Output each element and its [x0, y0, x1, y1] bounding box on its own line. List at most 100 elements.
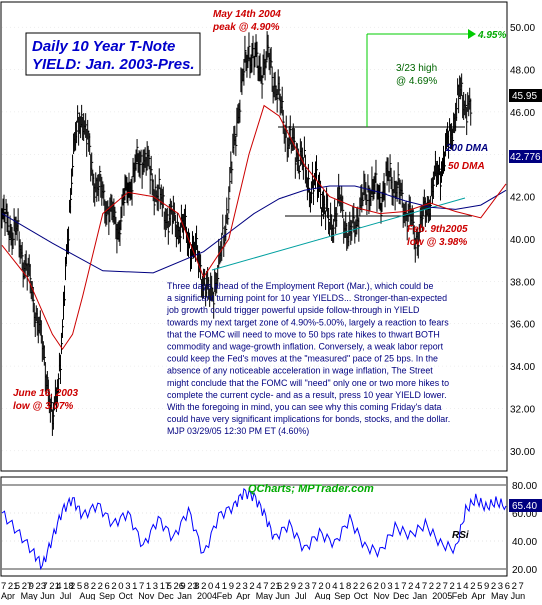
- x-day-label: 3: [243, 581, 248, 592]
- commentary-line: job growth could trigger powerful upside…: [166, 305, 419, 315]
- commentary-line: towards my next target zone of 4.90%-5.0…: [167, 317, 449, 327]
- x-month-label: Apr: [471, 591, 485, 600]
- x-day-label: 2: [70, 581, 75, 592]
- annotation-june-low-date: June 16, 2003: [13, 388, 78, 399]
- x-day-label: 7: [401, 581, 406, 592]
- x-day-label: 8: [346, 581, 351, 592]
- x-day-label: 2: [236, 581, 241, 592]
- x-month-label: Nov: [373, 591, 390, 600]
- x-day-label: 4: [463, 581, 468, 592]
- x-day-label: 6: [277, 581, 282, 592]
- x-day-label: 2: [408, 581, 413, 592]
- x-day-label: 7: [422, 581, 427, 592]
- x-day-label: 1: [394, 581, 399, 592]
- x-day-label: 9: [180, 581, 185, 592]
- main-panel-frame: [0, 1, 508, 472]
- x-month-label: Jun: [275, 591, 290, 600]
- x-day-label: 2: [98, 581, 103, 592]
- x-day-label: 7: [42, 581, 47, 592]
- x-day-label: 1: [132, 581, 137, 592]
- x-day-label: 1: [456, 581, 461, 592]
- x-day-label: 2: [91, 581, 96, 592]
- x-day-label: 17: [160, 581, 171, 592]
- x-day-label: 2: [353, 581, 358, 592]
- x-month-label: Jun: [40, 591, 55, 600]
- x-day-label: 4: [215, 581, 220, 592]
- x-day-label: 4: [256, 581, 261, 592]
- commentary-line: MJP 03/29/05 12:30 PM ET (4.60%): [167, 426, 309, 436]
- commentary-line: With the foregoing in mind, you can see …: [167, 402, 442, 412]
- x-month-label: Aug: [79, 591, 95, 600]
- x-day-label: 9: [291, 581, 296, 592]
- x-day-label: 18: [63, 581, 74, 592]
- x-day-label: 23: [187, 581, 198, 592]
- annotation-march-high-value: @ 4.69%: [396, 76, 437, 87]
- rsi-y-tick-labels: 80.00 60.00 40.00 20.00: [512, 481, 537, 576]
- x-day-label: 26: [174, 581, 185, 592]
- x-day-label: 5: [15, 581, 20, 592]
- x-day-label: 2: [436, 581, 441, 592]
- commentary-line: might conclude that the FOMC will "need"…: [167, 378, 449, 388]
- x-day-label: 0: [381, 581, 386, 592]
- commentary-line: could keep the Fed's moves at the "measu…: [167, 354, 438, 364]
- x-day-label: 0: [208, 581, 213, 592]
- x-day-label: 7: [312, 581, 317, 592]
- label-50-dma: 50 DMA: [448, 161, 485, 172]
- x-month-label: Apr: [236, 591, 250, 600]
- x-day-label: 2: [111, 581, 116, 592]
- moving-average-line: [1, 185, 507, 274]
- x-day-label: 21: [270, 581, 281, 592]
- x-day-label: 1: [339, 581, 344, 592]
- x-month-label: Nov: [138, 591, 155, 600]
- x-month-label: Jan: [413, 591, 428, 600]
- rsi-last-value-marker: [509, 499, 542, 512]
- x-day-label: 2: [374, 581, 379, 592]
- commentary-line: a significant turning point for 10 year …: [167, 293, 447, 303]
- commentary-text: Three days ahead of the Employment Repor…: [166, 281, 450, 436]
- x-day-label: 5: [477, 581, 482, 592]
- x-month-label: Apr: [1, 591, 15, 600]
- x-month-label: Sep: [99, 591, 115, 600]
- dma200-value-label: 42.776: [510, 152, 541, 163]
- x-day-label: 2: [450, 581, 455, 592]
- y-tick-label: 48.00: [510, 66, 535, 77]
- x-day-label: 2: [201, 581, 206, 592]
- x-month-label: Feb: [452, 591, 468, 600]
- last-value-label: 45.95: [512, 91, 537, 102]
- annotation-may-peak-date: May 14th 2004: [213, 9, 281, 20]
- x-month-label: Oct: [119, 591, 134, 600]
- title-line-2: YIELD: Jan. 2003-Pres.: [32, 56, 195, 73]
- x-month-label: Jul: [295, 591, 307, 600]
- x-month-label: Sep: [334, 591, 350, 600]
- annotation-target: 4.95%: [477, 30, 506, 41]
- dma200-value-marker: [509, 150, 542, 163]
- commentary-line: Three days ahead of the Employment Repor…: [167, 281, 433, 291]
- x-month-label: 2004: [197, 591, 217, 600]
- label-200-dma: 200 DMA: [445, 143, 488, 154]
- target-arrowhead: [468, 29, 476, 39]
- x-day-label: 9: [29, 581, 34, 592]
- x-day-label: 2: [360, 581, 365, 592]
- x-day-label: 7: [519, 581, 524, 592]
- commentary-line: complete the current cycle- and as a res…: [167, 390, 447, 400]
- x-day-label: 8: [194, 581, 199, 592]
- rsi-label: RSi: [452, 530, 469, 541]
- x-day-label: 9: [229, 581, 234, 592]
- x-day-label: 3: [125, 581, 130, 592]
- annotation-june-low-value: low @ 3.07%: [13, 401, 73, 412]
- rsi-credit: QCharts; MPTrader.com: [248, 483, 374, 495]
- y-tick-label: 50.00: [510, 23, 535, 34]
- rising-trendline: [211, 197, 466, 271]
- x-month-label: Oct: [354, 591, 369, 600]
- y-tick-label: 42.00: [510, 193, 535, 204]
- y-tick-label: 36.00: [510, 320, 535, 331]
- annotation-march-high-date: 3/23 high: [396, 63, 437, 74]
- x-day-label: 6: [105, 581, 110, 592]
- rsi-y-tick-label: 20.00: [512, 565, 537, 576]
- x-day-label: 0: [325, 581, 330, 592]
- x-day-label: 3: [498, 581, 503, 592]
- x-day-label: 1: [222, 581, 227, 592]
- x-month-label: Feb: [217, 591, 233, 600]
